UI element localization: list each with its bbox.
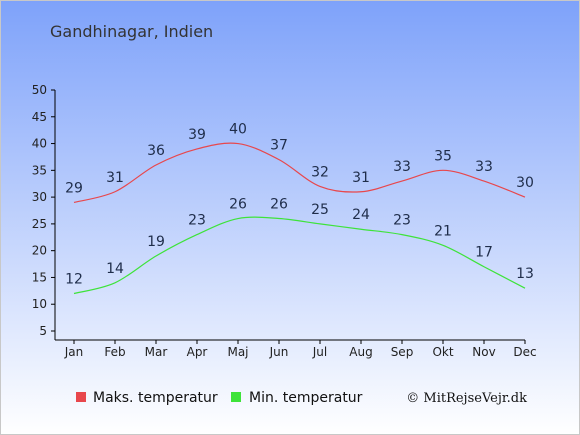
x-tick-label: Nov — [472, 345, 495, 359]
max-temperature-label: 35 — [434, 148, 452, 164]
x-tick-label: Apr — [187, 345, 208, 359]
y-tick-label: 10 — [32, 297, 47, 311]
max-temperature-line — [73, 142, 526, 204]
x-tick-label: Okt — [432, 345, 453, 359]
min-temperature-label: 26 — [270, 197, 288, 213]
min-temperature-label: 23 — [393, 213, 411, 229]
data-labels: 29 31 36 39 40 37 32 31 33 35 33 30 12 14 19 23 26 26 25 24… — [65, 122, 534, 288]
legend-label-max: Maks. temperatur — [93, 390, 218, 406]
min-temperature-label: 17 — [475, 245, 493, 261]
max-temperature-label: 33 — [393, 159, 411, 175]
x-tick-label: Maj — [227, 345, 248, 359]
max-temperature-label: 39 — [188, 127, 206, 143]
min-temperature-line — [73, 216, 526, 295]
chart-title: Gandhinagar, Indien — [50, 22, 213, 41]
min-temperature-label: 14 — [106, 261, 124, 277]
x-tick-label: Jul — [312, 345, 327, 359]
max-temperature-label: 31 — [352, 170, 370, 186]
credit-text: © MitRejseVejr.dk — [406, 391, 527, 406]
max-temperature-label: 29 — [65, 180, 83, 196]
y-tick-label: 5 — [39, 324, 47, 338]
x-tick-label: Aug — [349, 345, 372, 359]
max-temperature-label: 31 — [106, 170, 124, 186]
min-temperature-label: 26 — [229, 197, 247, 213]
x-tick-label: Dec — [513, 345, 536, 359]
max-temperature-label: 40 — [229, 122, 247, 138]
min-temperature-label: 21 — [434, 223, 452, 239]
axes: 5 10 15 20 25 30 35 40 45 50 Jan Feb Mar Apr Maj Jun Jul… — [32, 83, 537, 359]
max-temperature-label: 37 — [270, 138, 288, 154]
y-tick-label: 40 — [32, 137, 47, 151]
max-temperature-label: 32 — [311, 164, 329, 180]
x-tick-label: Jan — [64, 345, 84, 359]
x-tick-label: Feb — [104, 345, 125, 359]
legend: Maks. temperatur Min. temperatur — [76, 390, 363, 406]
legend-swatch-min — [231, 392, 241, 402]
max-temperature-label: 30 — [516, 175, 534, 191]
min-temperature-label: 23 — [188, 213, 206, 229]
y-tick-label: 15 — [32, 270, 47, 284]
y-tick-label: 45 — [32, 110, 47, 124]
min-temperature-label: 24 — [352, 207, 370, 223]
min-temperature-label: 25 — [311, 202, 329, 218]
x-tick-label: Sep — [391, 345, 414, 359]
y-tick-label: 30 — [32, 190, 47, 204]
min-temperature-label: 13 — [516, 266, 534, 282]
min-temperature-label: 19 — [147, 234, 165, 250]
y-tick-label: 25 — [32, 217, 47, 231]
max-temperature-label: 33 — [475, 159, 493, 175]
y-tick-label: 50 — [32, 83, 47, 97]
y-tick-label: 35 — [32, 163, 47, 177]
max-temperature-label: 36 — [147, 143, 165, 159]
x-tick-label: Mar — [145, 345, 168, 359]
min-temperature-label: 12 — [65, 272, 83, 288]
series-layer — [73, 142, 526, 295]
y-tick-label: 20 — [32, 244, 47, 258]
x-tick-label: Jun — [269, 345, 289, 359]
legend-label-min: Min. temperatur — [249, 390, 363, 406]
legend-swatch-max — [76, 392, 86, 402]
